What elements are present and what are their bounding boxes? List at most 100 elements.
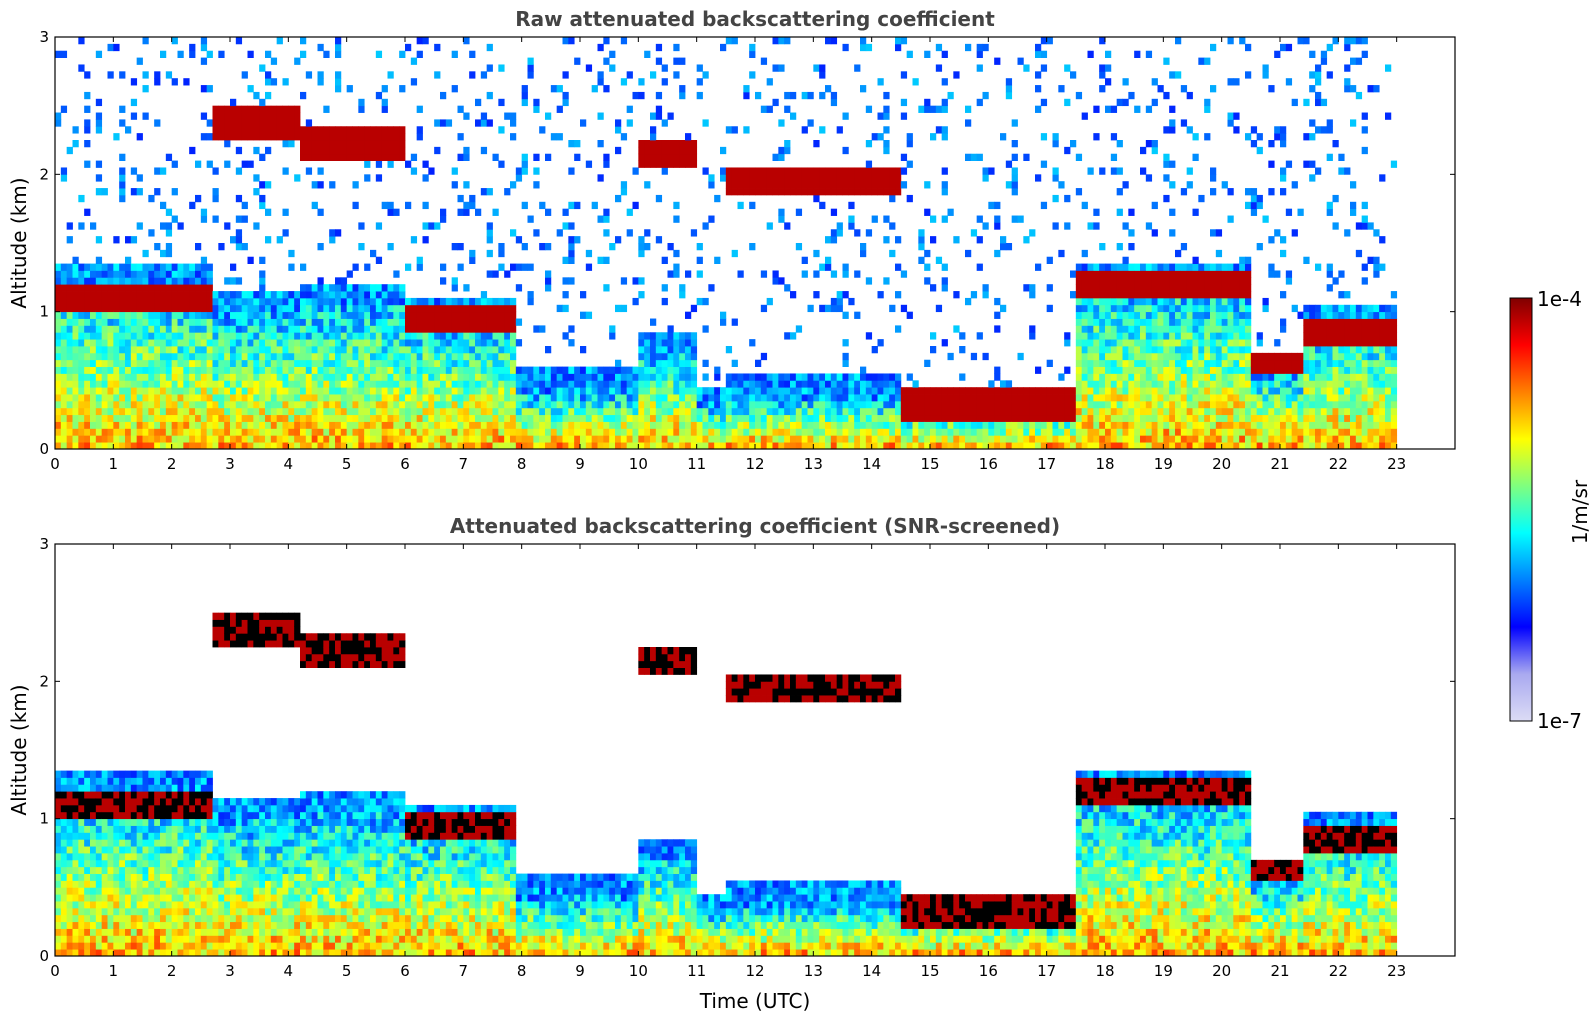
heatmap-cell [346, 126, 353, 134]
heatmap-cell [1169, 407, 1176, 416]
heatmap-cell [241, 325, 248, 333]
heatmap-cell [154, 325, 161, 333]
heatmap-cell [305, 71, 313, 79]
heatmap-cell [1180, 435, 1188, 443]
heatmap-cell [1075, 442, 1083, 450]
heatmap-cell [650, 133, 657, 141]
heatmap-cell [504, 318, 511, 326]
heatmap-cell [819, 407, 826, 416]
heatmap-cell [270, 304, 278, 313]
heatmap-cell [1204, 400, 1211, 409]
heatmap-cell [790, 332, 797, 340]
heatmap-cell [276, 325, 283, 333]
heatmap-cell [795, 428, 803, 436]
heatmap-cell [1157, 352, 1164, 361]
heatmap-cell [358, 311, 365, 319]
heatmap-cell [1017, 215, 1024, 223]
heatmap-cell [90, 414, 97, 422]
heatmap-cell [78, 222, 85, 230]
heatmap-cell [1186, 304, 1193, 313]
heatmap-cell [422, 311, 429, 319]
heatmap-cell [1116, 291, 1123, 299]
heatmap-cell [305, 339, 313, 347]
heatmap-cell [55, 414, 62, 422]
heatmap-cell [469, 366, 476, 374]
heatmap-cell [78, 64, 85, 72]
heatmap-cell [183, 270, 190, 278]
heatmap-cell [976, 263, 983, 271]
heatmap-cell [609, 400, 616, 409]
heatmap-cell [294, 339, 301, 347]
heatmap-cell [340, 421, 348, 429]
heatmap-cell [1116, 243, 1123, 251]
heatmap-cell [848, 174, 855, 182]
heatmap-cell [1035, 387, 1042, 395]
heatmap-cell [323, 373, 330, 381]
heatmap-cell [364, 146, 371, 155]
heatmap-cell [673, 71, 680, 79]
heatmap-cell [195, 428, 202, 436]
heatmap-cell [1186, 325, 1193, 333]
heatmap-cell [1105, 270, 1112, 278]
heatmap-cell [60, 277, 68, 285]
heatmap-cell [609, 325, 616, 333]
heatmap-cell [521, 421, 528, 429]
heatmap-cell [830, 387, 838, 395]
heatmap-cell [1210, 167, 1217, 175]
heatmap-cell [1157, 407, 1164, 416]
heatmap-cell [807, 304, 814, 313]
heatmap-cell [60, 442, 68, 450]
heatmap-cell [253, 421, 260, 429]
heatmap-cell [1192, 428, 1199, 436]
heatmap-cell [410, 325, 418, 333]
heatmap-cell [498, 64, 505, 72]
heatmap-cell [930, 421, 937, 429]
heatmap-cell [609, 442, 616, 450]
heatmap-cell [457, 442, 464, 450]
heatmap-cell [661, 387, 668, 395]
heatmap-cell [1017, 407, 1024, 416]
heatmap-cell [883, 277, 890, 285]
heatmap-cell [1140, 435, 1147, 443]
heatmap-cell [218, 380, 225, 388]
heatmap-cell [335, 380, 342, 388]
heatmap-cell [825, 414, 832, 422]
heatmap-cell [906, 133, 913, 141]
heatmap-cell [1210, 270, 1217, 278]
heatmap-cell [317, 43, 324, 52]
heatmap-cell [311, 339, 318, 347]
heatmap-cell [241, 346, 248, 354]
heatmap-cell [113, 133, 120, 141]
heatmap-cell [638, 140, 645, 148]
heatmap-cell [1005, 421, 1013, 429]
heatmap-cell [1093, 304, 1100, 313]
heatmap-cell [165, 352, 173, 361]
heatmap-cell [235, 126, 243, 134]
heatmap-cell [416, 387, 423, 395]
heatmap-cell [177, 277, 184, 285]
heatmap-cell [650, 160, 657, 168]
heatmap-cell [1110, 304, 1118, 313]
heatmap-cell [1040, 400, 1048, 409]
heatmap-cell [428, 311, 435, 319]
heatmap-cell [696, 297, 703, 306]
heatmap-cell [568, 428, 575, 436]
heatmap-cell [1163, 380, 1170, 388]
heatmap-cell [195, 284, 202, 292]
heatmap-cell [644, 146, 651, 155]
heatmap-cell [1075, 91, 1083, 100]
heatmap-cell [445, 421, 453, 429]
heatmap-cell [597, 256, 604, 264]
heatmap-cell [364, 414, 371, 422]
heatmap-cell [399, 366, 406, 374]
heatmap-cell [1215, 435, 1223, 443]
heatmap-cell [107, 318, 114, 326]
heatmap-cell [399, 126, 406, 134]
heatmap-cell [539, 126, 546, 134]
heatmap-cell [702, 373, 709, 381]
heatmap-cell [685, 359, 692, 367]
heatmap-cell [265, 318, 272, 326]
heatmap-cell [644, 243, 651, 251]
heatmap-cell [1163, 400, 1170, 409]
heatmap-cell [265, 332, 272, 340]
